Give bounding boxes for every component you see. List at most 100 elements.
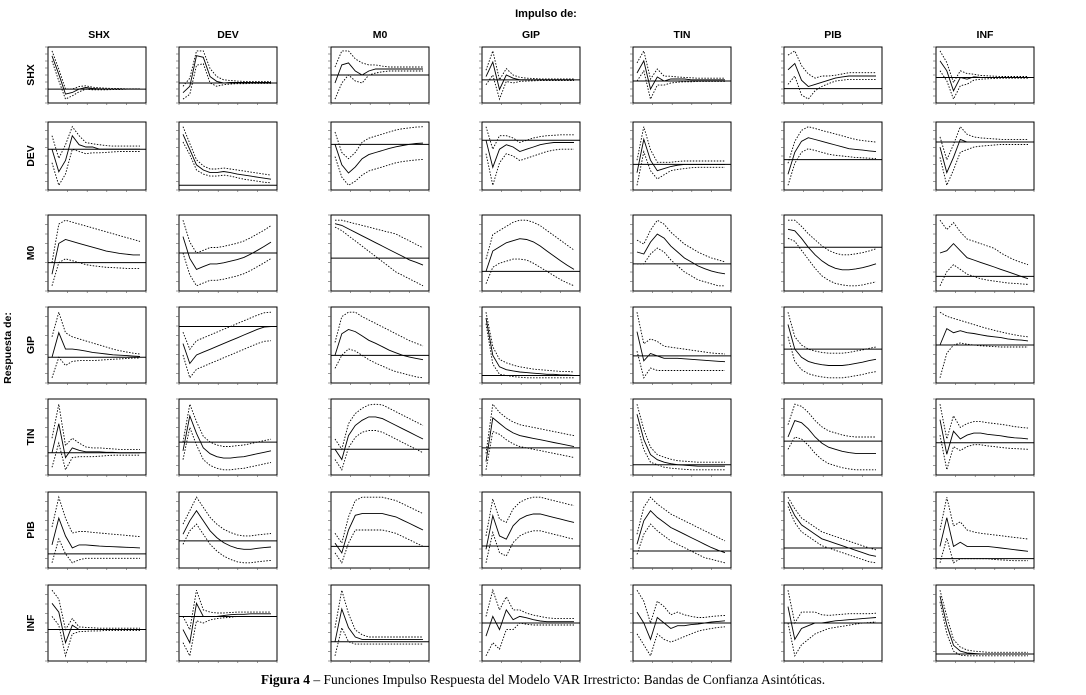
- lower-band-line: [787, 237, 877, 287]
- lower-band-line: [334, 348, 424, 379]
- panel-inf-to-tin: [630, 584, 732, 663]
- panel-pib-to-gip: [479, 491, 581, 570]
- panel-frame: [783, 398, 883, 476]
- panel-frame: [178, 46, 278, 104]
- lower-band-line: [787, 148, 877, 186]
- response-line: [636, 331, 726, 363]
- response-line: [787, 62, 876, 88]
- panel-shx-to-inf: [933, 46, 1035, 105]
- response-line: [787, 420, 876, 454]
- panel-inf-to-shx: [45, 584, 147, 663]
- panel-tin-to-m0: [328, 398, 430, 477]
- panel-dev-to-dev: [176, 121, 278, 192]
- panel-frame: [330, 121, 430, 191]
- upper-band-line: [485, 126, 574, 151]
- panel-dev-to-inf: [933, 121, 1035, 192]
- lower-band-line: [485, 323, 574, 379]
- response-line: [485, 513, 575, 550]
- upper-band-line: [51, 404, 140, 450]
- upper-band-line: [334, 403, 424, 451]
- upper-band-line: [182, 220, 272, 254]
- upper-band-line: [182, 311, 272, 351]
- response-line: [787, 137, 877, 175]
- panel-frame: [178, 121, 278, 191]
- response-line: [939, 242, 1029, 280]
- lower-band-line: [939, 536, 1028, 564]
- panel-frame: [632, 121, 732, 191]
- response-line: [939, 595, 1028, 655]
- panel-frame: [47, 46, 147, 104]
- lower-band-line: [485, 73, 574, 101]
- lower-band-line: [939, 435, 1029, 470]
- row-label-shx: SHX: [25, 64, 37, 86]
- upper-band-line: [182, 126, 272, 176]
- lower-band-line: [51, 148, 140, 187]
- panel-frame: [632, 491, 732, 569]
- response-line: [485, 140, 574, 169]
- panel-frame: [47, 306, 147, 384]
- lower-band-line: [636, 626, 726, 657]
- column-label-dev: DEV: [217, 29, 239, 41]
- column-label-m0: M0: [373, 29, 388, 41]
- lower-band-line: [636, 350, 725, 379]
- panel-pib-to-inf: [933, 491, 1035, 570]
- figure-top-title: Impulso de:: [515, 8, 577, 20]
- upper-band-line: [787, 403, 876, 438]
- lower-band-line: [334, 226, 424, 287]
- panel-gip-to-gip: [479, 306, 581, 385]
- panel-gip-to-inf: [933, 306, 1035, 385]
- response-line: [636, 509, 726, 554]
- response-line: [51, 423, 140, 459]
- panel-tin-to-inf: [933, 398, 1035, 477]
- lower-band-line: [51, 441, 140, 472]
- response-line: [334, 329, 424, 361]
- panel-frame: [178, 584, 278, 662]
- panel-frame: [481, 214, 581, 292]
- panel-frame: [47, 398, 147, 476]
- panel-frame: [935, 584, 1035, 662]
- panel-tin-to-shx: [45, 398, 147, 477]
- upper-band-line: [787, 312, 877, 354]
- panel-frame: [632, 46, 732, 104]
- panel-tin-to-pib: [781, 398, 883, 477]
- upper-band-line: [182, 496, 272, 537]
- response-line: [787, 324, 877, 366]
- lower-band-line: [636, 69, 725, 101]
- response-line: [51, 239, 140, 275]
- panel-frame: [47, 121, 147, 191]
- upper-band-line: [939, 50, 1028, 84]
- response-line: [939, 327, 1029, 346]
- lower-band-line: [51, 537, 140, 564]
- lower-band-line: [787, 506, 877, 564]
- response-line: [182, 326, 272, 365]
- panel-tin-to-dev: [176, 398, 278, 477]
- upper-band-line: [485, 403, 575, 454]
- lower-band-line: [637, 247, 725, 287]
- panel-frame: [178, 491, 278, 569]
- panel-frame: [783, 46, 883, 104]
- lower-band-line: [787, 336, 877, 379]
- upper-band-line: [939, 219, 1029, 266]
- response-line: [334, 607, 423, 642]
- upper-band-line: [51, 125, 140, 160]
- impulse-response-figure: Impulso de: Respuesta de: SHX DEV M0 GIP TIN…: [2, 8, 1035, 663]
- panel-gip-to-dev: [176, 306, 278, 385]
- response-line: [787, 606, 877, 641]
- lower-band-line: [636, 523, 726, 564]
- panel-m0-to-m0: [328, 214, 430, 293]
- panel-frame: [330, 398, 430, 476]
- panel-m0-to-gip: [479, 214, 581, 293]
- upper-band-line: [334, 311, 424, 347]
- lower-band-line: [939, 601, 1028, 657]
- panel-gip-to-shx: [45, 306, 147, 385]
- upper-band-line: [636, 219, 726, 263]
- panel-frame: [935, 121, 1035, 191]
- upper-band-line: [787, 50, 876, 79]
- column-label-inf: INF: [977, 29, 995, 41]
- upper-band-line: [636, 49, 725, 81]
- panel-m0-to-pib: [781, 214, 883, 293]
- panel-m0-to-inf: [933, 214, 1035, 293]
- panel-shx-to-shx: [45, 46, 147, 105]
- column-label-gip: GIP: [522, 29, 540, 41]
- response-line: [787, 228, 877, 271]
